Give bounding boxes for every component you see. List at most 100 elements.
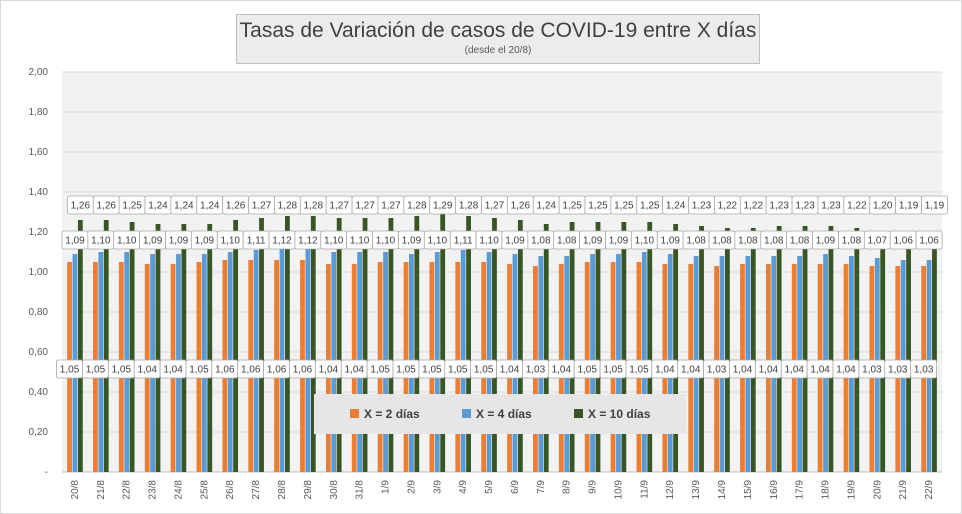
data-label-x4: 1,09	[143, 236, 163, 247]
x-tick-label: 22/8	[122, 480, 133, 500]
bar-x10	[932, 234, 937, 472]
data-label-x2: 1,03	[526, 365, 546, 376]
data-label-x2: 1,04	[345, 365, 365, 376]
bar-x10	[310, 216, 316, 472]
data-label-x10: 1,27	[329, 201, 349, 212]
legend-box	[314, 394, 686, 434]
data-label-x10: 1,20	[873, 201, 893, 212]
x-tick-label: 17/9	[795, 480, 806, 500]
bar-x10	[414, 216, 420, 472]
bar-x10	[181, 224, 187, 472]
x-tick-label: 5/9	[484, 480, 495, 494]
bar-x10	[77, 220, 83, 472]
data-label-x4: 1,09	[195, 236, 215, 247]
bar-x10	[103, 220, 109, 472]
data-label-x4: 1,08	[764, 236, 784, 247]
legend-label-x4: X = 4 días	[476, 407, 532, 421]
data-label-x2: 1,05	[422, 365, 442, 376]
data-label-x10: 1,25	[562, 201, 582, 212]
data-label-box-x4	[915, 230, 943, 250]
data-label-x2: 1,04	[785, 365, 805, 376]
x-tick-label: 16/9	[769, 480, 780, 500]
y-tick-label: 0,60	[29, 347, 49, 358]
bar-x10	[673, 224, 679, 472]
y-tick-label: 0,40	[29, 387, 49, 398]
data-label-box-x2	[910, 359, 938, 379]
bar-x10	[621, 222, 627, 472]
bar-x10	[569, 222, 575, 472]
data-label-x2: 1,04	[552, 365, 572, 376]
bar-x10	[802, 226, 808, 472]
data-label-x10: 1,29	[433, 201, 453, 212]
data-label-x10: 1,25	[614, 201, 634, 212]
data-label-x2: 1,05	[474, 365, 494, 376]
x-tick-label: 12/9	[665, 480, 676, 500]
x-tick-label: 22/9	[924, 480, 935, 500]
y-tick-label: 1,40	[29, 187, 49, 198]
x-tick-label: 11/9	[639, 480, 650, 499]
x-tick-label: 7/9	[536, 480, 547, 494]
data-label-x10: 1,26	[71, 201, 91, 212]
data-label-x2: 1,03	[914, 365, 934, 376]
bar-x10	[440, 214, 446, 472]
legend-swatch-x2	[350, 409, 359, 418]
data-label-x10: 1,22	[847, 201, 867, 212]
bar-x10	[466, 216, 471, 472]
data-label-x4: 1,08	[712, 236, 732, 247]
x-tick-label: 29/8	[303, 480, 314, 500]
data-label-x10: 1,28	[459, 201, 479, 212]
y-tick-label: 1,20	[29, 227, 49, 238]
data-label-x4: 1,08	[531, 236, 551, 247]
data-label-x10: 1,24	[200, 201, 220, 212]
data-label-x10: 1,26	[96, 201, 116, 212]
data-label-x10: 1,24	[536, 201, 556, 212]
data-label-x10: 1,23	[795, 201, 815, 212]
bar-x10	[776, 226, 782, 472]
chart-title-box: Tasas de Variación de casos de COVID-19 …	[236, 14, 760, 64]
x-tick-label: 25/8	[199, 480, 210, 500]
data-label-x2: 1,04	[733, 365, 753, 376]
data-label-x10: 1,25	[640, 201, 660, 212]
data-label-x4: 1,06	[919, 236, 939, 247]
data-label-x4: 1,12	[298, 236, 318, 247]
bar-x10	[828, 226, 834, 472]
data-label-x10: 1,26	[226, 201, 246, 212]
data-label-x4: 1,09	[609, 236, 629, 247]
data-label-x10: 1,19	[925, 201, 945, 212]
x-tick-label: 6/9	[510, 480, 521, 494]
bar-x10	[129, 222, 135, 472]
bar-x10	[388, 218, 394, 472]
data-label-x4: 1,09	[816, 236, 836, 247]
x-tick-label: 26/8	[225, 480, 236, 500]
data-label-x2: 1,05	[112, 365, 132, 376]
data-label-x4: 1,10	[350, 236, 370, 247]
bar-x10	[233, 220, 239, 472]
data-label-x4: 1,08	[790, 236, 810, 247]
x-tick-label: 27/8	[251, 480, 262, 500]
bar-x10	[336, 218, 342, 472]
data-label-x2: 1,03	[707, 365, 727, 376]
data-label-x4: 1,08	[738, 236, 758, 247]
data-label-x10: 1,19	[899, 201, 919, 212]
y-tick-label: 1,80	[29, 107, 49, 118]
x-tick-label: 14/9	[717, 480, 728, 500]
legend-swatch-x4	[462, 409, 471, 418]
x-tick-label: 19/9	[846, 480, 857, 500]
data-label-x4: 1,09	[505, 236, 525, 247]
data-label-x10: 1,23	[769, 201, 789, 212]
x-tick-label: 28/8	[277, 480, 288, 500]
x-tick-label: 21/8	[96, 480, 107, 500]
y-tick-label: 1,60	[29, 147, 49, 158]
bar-x10	[880, 232, 886, 472]
legend-swatch-x10	[574, 409, 583, 418]
data-label-x2: 1,03	[888, 365, 908, 376]
x-tick-label: 13/9	[691, 480, 702, 500]
bar-x10	[647, 222, 653, 472]
bar-x10	[259, 218, 264, 472]
bar-x10	[725, 228, 730, 472]
data-label-x10: 1,27	[381, 201, 401, 212]
data-label-x2: 1,05	[629, 365, 649, 376]
y-tick-label: 0,20	[29, 427, 49, 438]
y-tick-label: -	[45, 467, 48, 478]
data-label-x4: 1,11	[247, 236, 266, 247]
